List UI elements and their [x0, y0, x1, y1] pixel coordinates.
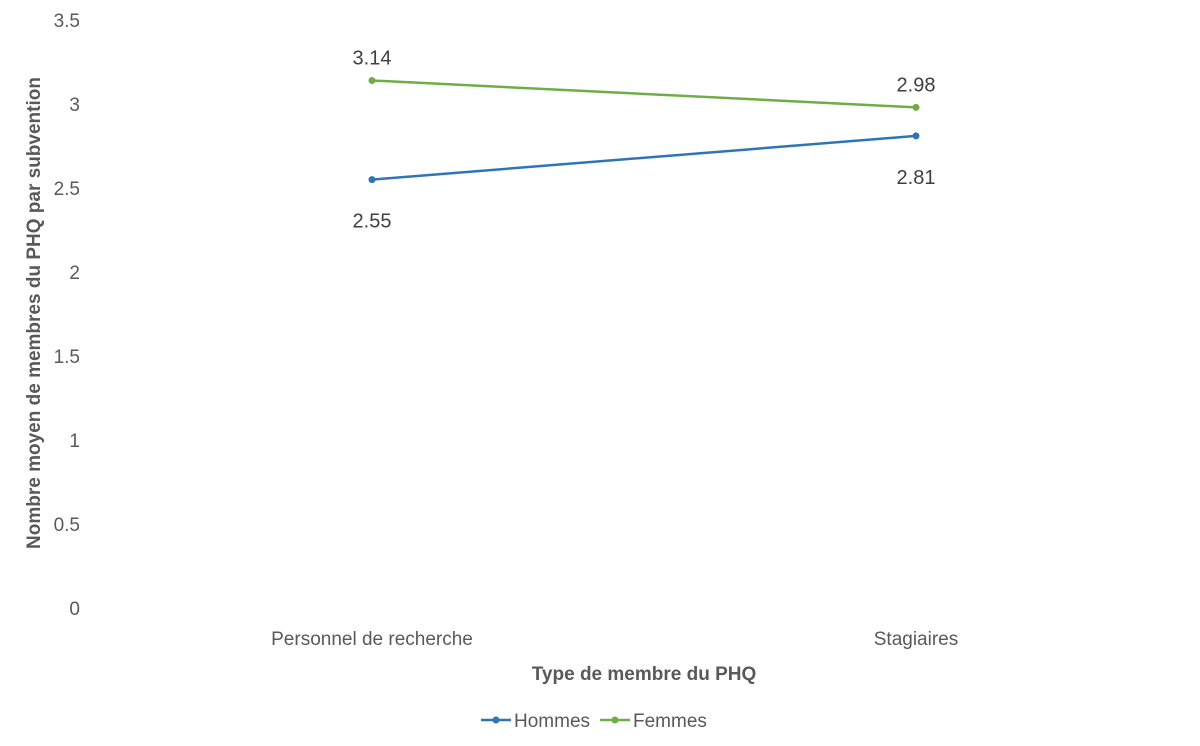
legend-marker — [492, 716, 500, 724]
series-line — [371, 134, 917, 181]
legend-label: Femmes — [633, 711, 707, 732]
series-layer: 2.55 2.81 3.14 2.98 — [353, 47, 936, 232]
y-tick-label: 1.5 — [54, 347, 80, 368]
legend-item-femmes: Femmes — [600, 711, 707, 732]
series-hommes: 2.55 2.81 — [353, 132, 936, 233]
data-label: 2.81 — [897, 167, 936, 189]
data-point — [368, 76, 376, 84]
x-axis-ticks: Personnel de recherche Stagiaires — [271, 629, 958, 650]
y-tick-label: 3 — [69, 95, 80, 116]
data-point — [912, 103, 920, 111]
x-tick-label: Stagiaires — [874, 629, 959, 650]
legend-item-hommes: Hommes — [481, 711, 590, 732]
legend-label: Hommes — [514, 711, 590, 732]
legend-marker — [611, 716, 619, 724]
y-tick-label: 0.5 — [54, 515, 80, 536]
y-tick-label: 1 — [69, 431, 80, 452]
x-tick-label: Personnel de recherche — [271, 629, 473, 650]
y-tick-label: 2 — [69, 263, 80, 284]
y-tick-label: 2.5 — [54, 179, 80, 200]
x-axis-title: Type de membre du PHQ — [532, 664, 757, 685]
y-tick-label: 0 — [69, 599, 80, 620]
data-point — [912, 132, 920, 140]
legend: Hommes Femmes — [481, 711, 707, 732]
data-label: 2.98 — [897, 74, 936, 96]
y-tick-label: 3.5 — [54, 11, 80, 32]
series-femmes: 3.14 2.98 — [353, 47, 936, 111]
series-line — [371, 79, 917, 109]
y-axis-ticks: 0 0.5 1 1.5 2 2.5 3 3.5 — [54, 11, 80, 620]
data-point — [368, 176, 376, 184]
data-label: 2.55 — [353, 211, 392, 233]
data-label: 3.14 — [353, 47, 392, 69]
y-axis-title: Nombre moyen de membres du PHQ par subve… — [24, 77, 45, 549]
